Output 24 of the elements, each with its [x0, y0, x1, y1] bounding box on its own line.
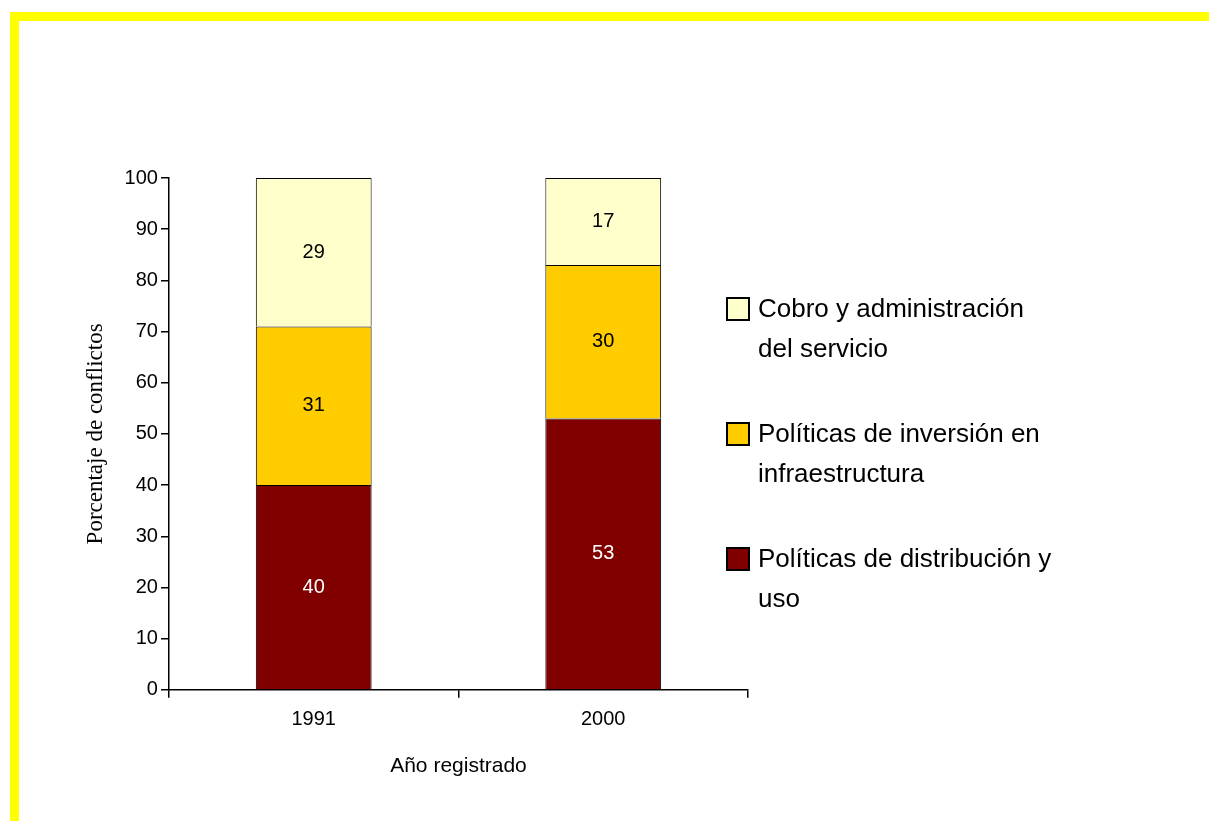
legend-label: Políticas de distribución y uso — [758, 542, 1053, 615]
y-tick-label: 30 — [135, 523, 158, 546]
data-label: 31 — [302, 393, 325, 416]
data-label: 17 — [592, 209, 615, 232]
y-axis-title: Porcentaje de conflictos — [81, 323, 107, 545]
y-tick-label: 100 — [124, 165, 158, 188]
y-tick-label: 10 — [135, 626, 158, 649]
data-label: 30 — [592, 329, 615, 352]
y-tick-label: 0 — [146, 677, 158, 700]
data-label: 29 — [302, 239, 325, 262]
x-axis-title: Año registrado — [390, 753, 527, 777]
y-tick-label: 20 — [135, 574, 158, 597]
x-tick-label: 1991 — [291, 707, 336, 730]
data-label: 40 — [302, 574, 325, 597]
y-tick-label: 90 — [135, 216, 158, 239]
y-tick-label: 80 — [135, 267, 158, 290]
data-label: 53 — [592, 541, 615, 564]
y-tick-label: 70 — [135, 319, 158, 342]
y-tick-label: 50 — [135, 421, 158, 444]
legend-label: Cobro y administración del servicio — [758, 292, 1025, 365]
x-tick-label: 2000 — [580, 707, 626, 730]
y-tick-label: 40 — [135, 472, 158, 495]
legend-label: Políticas de inversión en infraestructura — [758, 417, 1041, 490]
y-tick-label: 60 — [135, 370, 158, 393]
